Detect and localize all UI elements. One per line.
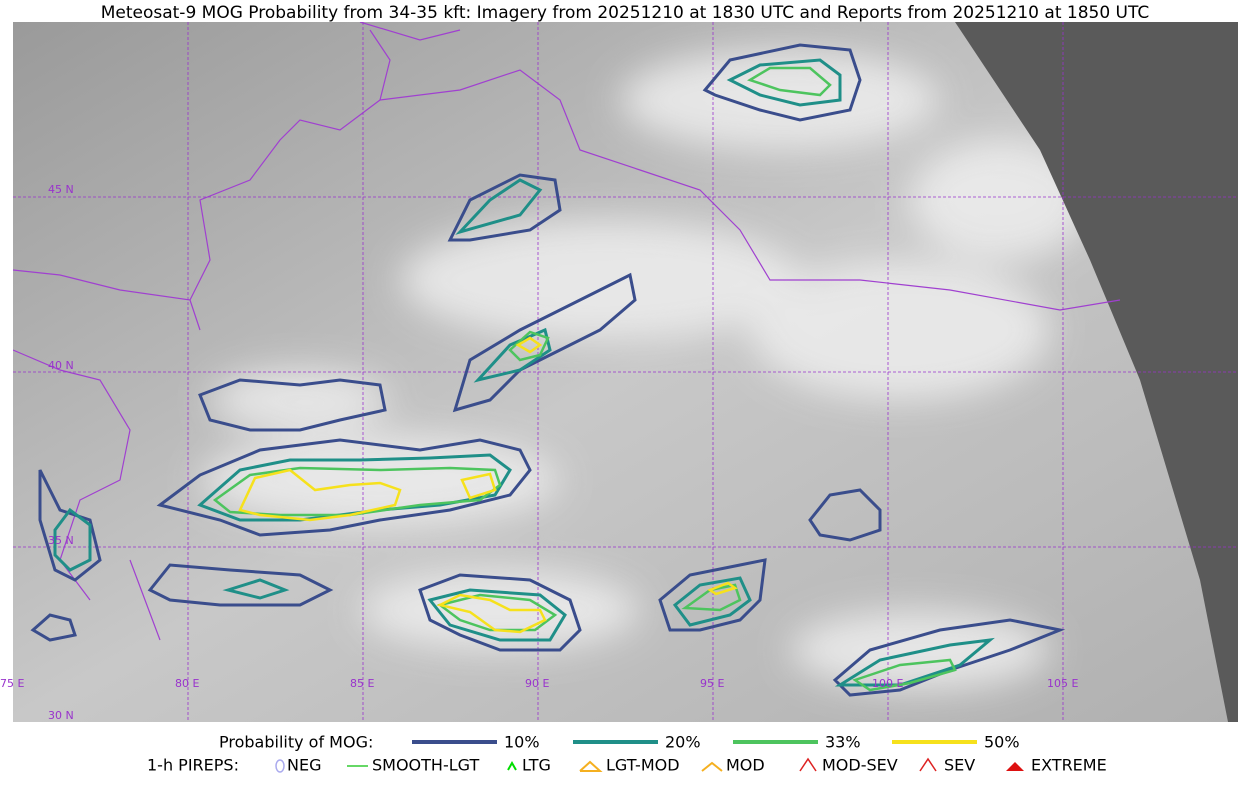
lon-label: 95 E	[700, 677, 724, 690]
pirep-label: SMOOTH-LGT	[372, 756, 479, 775]
lat-label: 45 N	[48, 183, 74, 196]
legend-item: 33%	[825, 733, 861, 752]
lat-label: 35 N	[48, 534, 74, 547]
legend-label: Probability of MOG:	[219, 733, 373, 752]
lon-label: 90 E	[525, 677, 549, 690]
legend: Probability of MOG: 10% 20% 33% 50% 1-h PIR…	[147, 733, 1107, 775]
pirep-label: LGT-MOD	[606, 756, 680, 775]
pirep-label: SEV	[944, 756, 975, 775]
legend-item: 50%	[984, 733, 1020, 752]
pirep-label: MOD	[726, 756, 765, 775]
pirep-label: EXTREME	[1031, 756, 1107, 775]
lon-labels: 75 E 80 E 85 E 90 E 95 E 100 E 105 E	[0, 677, 1078, 690]
lon-label: 80 E	[175, 677, 199, 690]
lon-label: 85 E	[350, 677, 374, 690]
lat-label: 30 N	[48, 709, 74, 722]
legend-item: 20%	[665, 733, 701, 752]
pirep-label: LTG	[522, 756, 551, 775]
pirep-label: NEG	[287, 756, 321, 775]
legend-label: 1-h PIREPS:	[147, 756, 239, 775]
title: Meteosat-9 MOG Probability from 34-35 kf…	[101, 3, 1150, 23]
pirep-label: MOD-SEV	[822, 756, 898, 775]
lon-label: 75 E	[0, 677, 24, 690]
map	[13, 22, 1238, 722]
lon-label: 100 E	[872, 677, 903, 690]
lat-labels: 45 N 40 N 35 N 30 N	[48, 183, 74, 722]
legend-item: 10%	[504, 733, 540, 752]
lon-label: 105 E	[1047, 677, 1078, 690]
lat-label: 40 N	[48, 359, 74, 372]
